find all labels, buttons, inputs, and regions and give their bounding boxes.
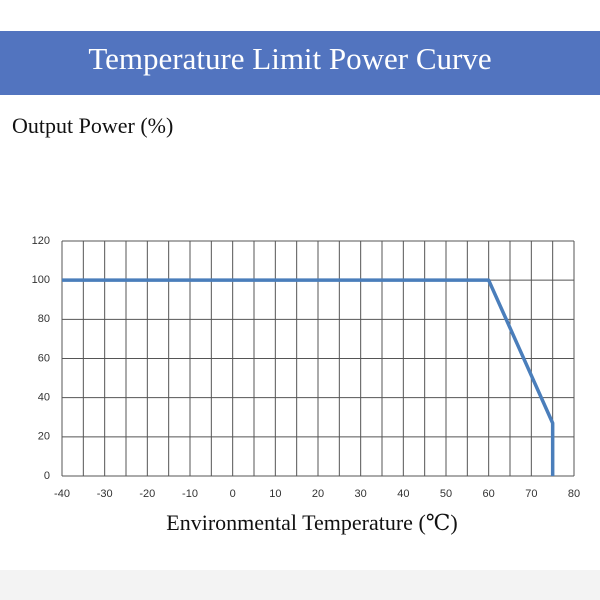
x-axis-label: Environmental Temperature (℃) [166, 510, 457, 535]
y-axis-label: Output Power (%) [12, 113, 173, 138]
x-tick-label: 50 [440, 488, 452, 500]
title-banner [0, 31, 600, 95]
footer-band [0, 570, 600, 600]
x-tick-label: 30 [355, 488, 367, 500]
y-tick-label: 80 [38, 313, 50, 325]
x-tick-label: -40 [54, 488, 70, 500]
x-tick-label: -20 [139, 488, 155, 500]
y-tick-label: 60 [38, 352, 50, 364]
x-tick-label: 20 [312, 488, 324, 500]
y-tick-label: 20 [38, 431, 50, 443]
x-tick-label: 70 [525, 488, 537, 500]
y-tick-label: 120 [32, 235, 50, 247]
x-tick-label: 40 [397, 488, 409, 500]
x-tick-label: 80 [568, 488, 580, 500]
x-tick-label: 0 [230, 488, 236, 500]
y-tick-label: 0 [44, 470, 50, 482]
y-tick-label: 100 [32, 274, 50, 286]
y-tick-label: 40 [38, 392, 50, 404]
chart-title: Temperature Limit Power Curve [88, 41, 491, 76]
x-tick-label: 10 [269, 488, 281, 500]
line-series [62, 278, 555, 476]
x-tick-label: 60 [483, 488, 495, 500]
x-tick-label: -30 [97, 488, 113, 500]
x-tick-label: -10 [182, 488, 198, 500]
